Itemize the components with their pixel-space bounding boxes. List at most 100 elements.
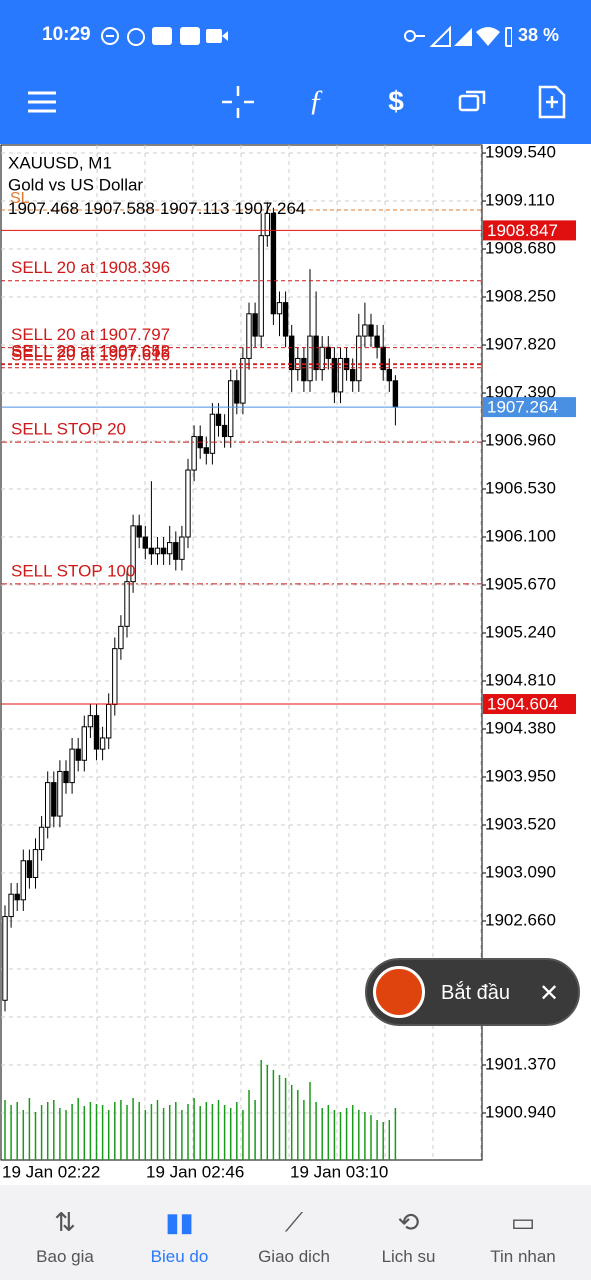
candle-body xyxy=(337,357,344,393)
x-tick-label: 19 Jan 02:22 xyxy=(2,1162,100,1181)
y-tick-label: 1906.100 xyxy=(485,527,556,546)
candle-body xyxy=(215,413,222,426)
candle-body xyxy=(69,748,75,784)
order-label: SELL 20 at 1907.616 xyxy=(11,345,170,364)
candle-body xyxy=(63,770,69,784)
price-tag-label: 1907.264 xyxy=(487,398,558,417)
candle-body xyxy=(20,860,27,901)
order-label: SELL 20 at 1907.797 xyxy=(11,325,170,344)
candle-body xyxy=(75,748,81,761)
y-tick-label: 1902.660 xyxy=(485,910,556,929)
x-tick-label: 19 Jan 02:46 xyxy=(146,1162,244,1181)
record-overlay[interactable]: Bắt đầu ✕ xyxy=(365,958,580,1026)
status-bar: 10:29 38 % xyxy=(0,0,591,70)
record-button[interactable] xyxy=(373,966,425,1018)
candle-body xyxy=(124,581,130,627)
status-icons xyxy=(101,27,228,46)
candle-body xyxy=(368,324,374,337)
candle-body xyxy=(203,447,210,454)
candle-body xyxy=(374,335,380,348)
candle-body xyxy=(2,916,8,1001)
ohlc: 1907.468 1907.588 1907.113 1907.264 xyxy=(8,199,305,218)
candle-body xyxy=(148,547,155,555)
y-tick-label: 1907.820 xyxy=(485,335,556,354)
ohlc-value: 1907.468 xyxy=(8,199,79,218)
y-tick-label: 1904.810 xyxy=(485,671,556,690)
candle-body xyxy=(167,542,173,555)
candle-body xyxy=(26,860,33,878)
description: Gold vs US Dollar xyxy=(8,175,143,194)
battery: 38 % xyxy=(518,25,560,45)
candle-body xyxy=(136,525,142,538)
y-tick-label: 1908.250 xyxy=(485,287,556,306)
y-tick-label: 1903.090 xyxy=(485,862,556,881)
trade-button[interactable]: $ xyxy=(388,85,404,116)
crosshair-button[interactable] xyxy=(222,86,254,118)
record-label: Bắt đầu xyxy=(441,982,510,1004)
candle-body xyxy=(173,542,179,560)
candle-body xyxy=(32,849,39,878)
nav-label: Bieu do xyxy=(150,1247,209,1266)
new-order-button[interactable] xyxy=(538,85,566,119)
candle-body xyxy=(106,703,112,739)
nav-icon: ▮▮ xyxy=(165,1207,194,1237)
candle-body xyxy=(386,369,393,382)
system-icons xyxy=(404,25,512,47)
price-tag xyxy=(483,694,576,715)
y-tick-label: 1907.390 xyxy=(485,383,556,402)
nav-item[interactable]: ⟋ Giao dich xyxy=(237,1185,351,1280)
candle-body xyxy=(112,648,118,705)
nav-item[interactable]: ⟲ Lich su xyxy=(352,1185,466,1280)
clock: 10:29 xyxy=(42,24,91,45)
price-tag-label: 1904.604 xyxy=(487,694,558,713)
ohlc-value: 1907.113 xyxy=(160,199,230,218)
candle-body xyxy=(221,424,228,438)
candle-body xyxy=(307,335,313,382)
candle-body xyxy=(234,380,240,404)
order-label: SELL 20 at 1907.645 xyxy=(11,342,170,361)
symbol: XAUUSD, M1 xyxy=(8,153,112,172)
price-tag xyxy=(483,397,576,418)
candle-body xyxy=(270,212,277,315)
y-tick-label: 1909.540 xyxy=(485,143,556,162)
ohlc-value: 1907.588 xyxy=(84,199,155,218)
nav-item[interactable]: ▭ Tin nhan xyxy=(466,1185,580,1280)
candle-body xyxy=(258,235,264,337)
candle-body xyxy=(179,536,185,560)
candle-body xyxy=(392,380,399,408)
candle-body xyxy=(118,625,124,650)
candle-body xyxy=(313,335,319,371)
candle-body xyxy=(380,346,386,371)
candle-body xyxy=(325,346,332,359)
ohlc-value: 1907.264 xyxy=(234,199,305,218)
y-tick-label: 1908.680 xyxy=(485,239,556,258)
candle-body xyxy=(93,715,100,750)
order-label: SELL STOP 20 xyxy=(11,420,126,439)
candle-body xyxy=(130,525,136,583)
close-button[interactable]: ✕ xyxy=(539,980,560,1007)
y-tick-label: 1903.520 xyxy=(485,814,556,833)
nav-item[interactable]: ⇅ Bao gia xyxy=(8,1185,122,1280)
candle-body xyxy=(228,380,234,438)
nav-label: Lich su xyxy=(381,1247,436,1266)
nav-icon: ⟲ xyxy=(397,1207,420,1237)
price-tag-label: 1908.847 xyxy=(487,221,558,240)
candle-body xyxy=(51,782,57,817)
y-tick-label: 1903.950 xyxy=(485,767,556,786)
toolbar: ƒ $ xyxy=(0,70,591,144)
candle-body xyxy=(356,335,362,382)
menu-button[interactable] xyxy=(28,91,56,113)
candle-body xyxy=(301,357,307,382)
nav-icon: ⟋ xyxy=(284,1207,304,1237)
nav-item[interactable]: ▮▮ Bieu do xyxy=(123,1185,237,1280)
candle-body xyxy=(246,313,252,359)
candle-body xyxy=(87,715,94,728)
indicators-button[interactable]: ƒ xyxy=(309,84,324,117)
chart: 1909.540 1909.110 1908.680 1908.250 1907.820… xyxy=(0,143,576,1181)
y-tick-label: 1906.530 xyxy=(485,479,556,498)
nav-label: Giao dich xyxy=(258,1247,330,1266)
y-tick-label: 1905.670 xyxy=(485,575,556,594)
candle-body xyxy=(264,212,271,237)
windows-button[interactable] xyxy=(458,90,486,112)
